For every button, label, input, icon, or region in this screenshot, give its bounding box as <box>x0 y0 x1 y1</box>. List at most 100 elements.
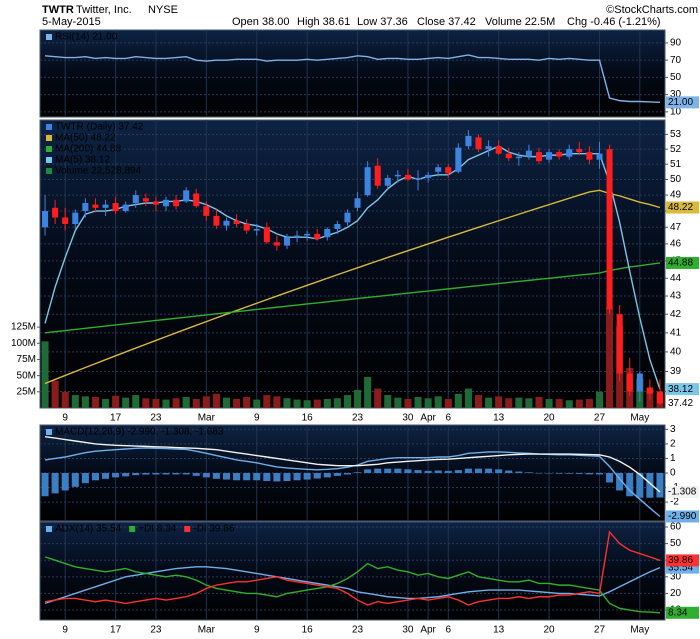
candle-body <box>324 228 331 238</box>
value-tag <box>666 554 699 567</box>
close: Close 37.42 <box>417 16 476 28</box>
panel-background <box>39 521 666 621</box>
candle-body <box>546 152 553 160</box>
x-tick-label: 23 <box>352 625 364 636</box>
candle-body <box>273 242 280 246</box>
bar <box>313 473 321 479</box>
value-tag <box>666 96 699 109</box>
y-tick-label: 70 <box>670 55 682 66</box>
x-tick-label: 13 <box>493 413 505 424</box>
bar <box>394 468 402 473</box>
y2-tick-label: 125M <box>11 322 36 333</box>
bar <box>364 376 372 408</box>
bar <box>61 391 69 408</box>
candle-body <box>394 174 401 177</box>
candle-body <box>344 212 351 223</box>
bar <box>343 473 351 475</box>
candle-body <box>112 203 119 212</box>
x-tick-label: 9 <box>62 625 68 636</box>
candle-body <box>646 387 653 394</box>
y-tick-label: 41 <box>670 327 682 338</box>
candle-body <box>82 203 89 212</box>
bar <box>172 398 180 408</box>
y-tick-label: 50 <box>670 72 682 83</box>
bar <box>101 473 110 479</box>
bar <box>293 399 301 408</box>
x-tick-label: 13 <box>493 625 505 636</box>
bar <box>182 473 190 475</box>
legend-swatch <box>46 124 52 130</box>
y-tick-label: -2 <box>670 497 679 508</box>
bar <box>354 472 362 473</box>
bar <box>616 473 624 491</box>
header: TWTR Twitter, Inc. NYSE ©StockCharts.com… <box>42 4 698 28</box>
y-tick-label: 52 <box>670 144 682 155</box>
y-tick-label: 10 <box>670 106 682 117</box>
legend-swatch <box>46 429 52 435</box>
candle-body <box>626 373 633 392</box>
bar <box>293 473 301 481</box>
x-tick-label: 9 <box>62 413 68 424</box>
candle-body <box>152 201 159 205</box>
bar <box>384 468 392 473</box>
candle-body <box>425 174 432 178</box>
bar <box>474 468 483 473</box>
candle-body <box>243 224 250 231</box>
bar <box>545 473 553 474</box>
candle-body <box>576 149 583 153</box>
series-line <box>44 435 661 493</box>
bar <box>202 473 210 478</box>
bar <box>142 473 150 475</box>
bar <box>444 470 452 473</box>
x-tick-label: 20 <box>544 625 556 636</box>
legend-label: MACD(12,26,9) -2.990, -1.308, -1.683 <box>55 427 224 438</box>
candle-body <box>203 206 210 216</box>
bar <box>626 473 634 497</box>
legend-swatch <box>46 146 52 152</box>
bar <box>595 391 604 408</box>
x-tick-label: 9 <box>254 413 260 424</box>
candle-body <box>566 149 573 157</box>
series-line <box>44 556 661 614</box>
candle-body <box>304 233 311 236</box>
bar <box>555 398 563 408</box>
bar <box>646 473 654 498</box>
legend-swatch <box>46 526 52 532</box>
candle-body <box>586 152 593 160</box>
y-tick-label: 50 <box>670 174 682 185</box>
y-tick-label: 51 <box>670 159 682 170</box>
bar <box>152 398 160 408</box>
bar <box>222 397 231 408</box>
bar <box>585 398 593 408</box>
series-line <box>44 262 661 334</box>
bar <box>565 473 573 474</box>
candle-body <box>354 198 361 208</box>
y-tick-label: 50 <box>670 538 682 549</box>
bar <box>303 473 311 480</box>
bar <box>404 469 412 473</box>
bar <box>525 398 533 408</box>
y-tick-label: 46 <box>670 239 682 250</box>
candle-body <box>294 235 301 238</box>
value-tag-label: -1.308 <box>668 487 697 498</box>
bar <box>233 473 241 481</box>
bar <box>243 396 251 408</box>
candle-body <box>636 373 643 392</box>
candle-body <box>72 212 79 225</box>
company-name: Twitter, Inc. <box>76 4 132 16</box>
y-tick-label: 44 <box>670 273 682 284</box>
bar <box>263 473 271 481</box>
legend-label: RSI(14) 21.00 <box>55 32 118 43</box>
candle-body <box>364 167 371 196</box>
change: Chg -0.46 (-1.21%) <box>567 16 661 28</box>
bar <box>172 473 180 475</box>
y-tick-label: 30 <box>670 571 682 582</box>
x-tick-label: 23 <box>352 413 364 424</box>
bar <box>233 398 241 408</box>
bar <box>91 396 99 408</box>
candle-body <box>233 220 240 225</box>
y-tick-label: 47 <box>670 222 682 233</box>
x-tick-label: 16 <box>302 413 314 424</box>
x-tick-label: May <box>630 413 649 424</box>
